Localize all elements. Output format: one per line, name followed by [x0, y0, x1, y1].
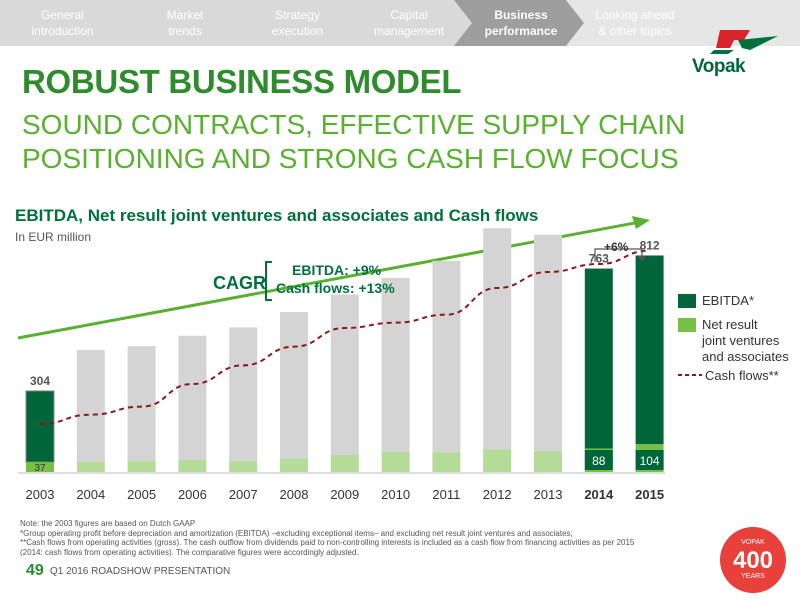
- cagr-ebitda: EBITDA: +9%: [292, 262, 382, 278]
- ebitda-bar-2013: [534, 234, 562, 452]
- footnotes: Note: the 2003 figures are based on Dutc…: [20, 519, 720, 557]
- legend-cash: Cash flows**: [705, 368, 779, 383]
- cagr-bracket: [262, 261, 272, 301]
- ebitda-bar-2003: [25, 390, 55, 463]
- ebitda-bar-2007: [229, 327, 258, 462]
- x-tick-label-2015: 2015: [635, 487, 664, 502]
- cagr-label: CAGR: [213, 273, 266, 293]
- jv-bar-2008: [280, 458, 308, 472]
- x-tick-label-2007: 2007: [229, 487, 258, 502]
- legend-jv: Net result joint ventures and associates: [702, 317, 789, 364]
- chart-title: EBITDA, Net result joint ventures and as…: [15, 206, 539, 225]
- jv-bar-2006: [178, 460, 207, 472]
- ebitda-bar-2015: [635, 255, 664, 445]
- ebitda-bar-2011: [432, 260, 461, 453]
- nav-item-market-trends[interactable]: Market trends: [166, 8, 204, 38]
- badge-bottom: YEARS: [741, 573, 765, 580]
- x-tick-label-2012: 2012: [483, 487, 512, 502]
- ebitda-bar-2004: [76, 349, 105, 462]
- jv-label-box-2014: [584, 450, 613, 470]
- jv-bar-2004: [76, 461, 105, 472]
- footnote: *Group operating profit before depreciat…: [20, 528, 573, 538]
- vopak-logo-icon: [710, 30, 778, 54]
- nav-item-strategy-execution[interactable]: Strategy execution: [271, 8, 324, 38]
- cagr-cash-flows: Cash flows: +13%: [276, 280, 395, 296]
- jv-bar-2010: [381, 452, 410, 472]
- jv-label-2015: 104: [640, 454, 660, 468]
- nav-item-business-performance[interactable]: Business performance: [484, 8, 558, 38]
- nav-item-general-introduction[interactable]: General introduction: [31, 8, 94, 38]
- jv-bar-2009: [330, 454, 359, 472]
- badge-top: VOPAK: [741, 539, 765, 546]
- chart-unit-label: In EUR million: [15, 230, 92, 244]
- x-tick-label-2006: 2006: [178, 487, 207, 502]
- footnote: Note: the 2003 figures are based on Dutc…: [20, 519, 196, 528]
- vopak-logo-text: Vopak: [692, 56, 746, 77]
- jv-bar-2007: [229, 461, 258, 472]
- ebitda-bar-2010: [381, 277, 410, 452]
- growth-label: +6%: [604, 240, 629, 254]
- ebitda-bar-2006: [178, 335, 207, 460]
- jv-label-2014: 88: [592, 454, 606, 468]
- legend-swatch-jv: [678, 318, 696, 332]
- page-number: 49: [26, 562, 44, 579]
- badge-number: 400: [733, 547, 773, 574]
- growth-bracket: [594, 248, 643, 262]
- footnote: (2014: cash flows from operating activit…: [20, 547, 359, 557]
- ebitda-bar-2008: [280, 312, 308, 459]
- bar-chart: 304 37 763 88 812 104 2003 2004 2005 2006 2007 200…: [17, 216, 665, 502]
- growth-arrow-icon: [638, 256, 646, 262]
- jv-bar-2013: [534, 451, 562, 472]
- x-tick-label-2008: 2008: [280, 487, 309, 502]
- page-title: ROBUST BUSINESS MODEL: [22, 63, 462, 100]
- jv-bar-2012: [483, 449, 512, 472]
- total-label-2003: 304: [30, 374, 50, 388]
- legend-swatch-cash: [678, 374, 702, 376]
- ebitda-bar-2009: [330, 294, 359, 455]
- x-tick-label-2011: 2011: [432, 487, 460, 502]
- vopak-400-badge-icon: VOPAK 400 YEARS: [720, 527, 786, 593]
- legend-ebitda: EBITDA*: [702, 293, 755, 308]
- x-tick-label-2009: 2009: [330, 487, 359, 502]
- ebitda-bar-2012: [483, 228, 512, 450]
- jv-label-2003: 37: [34, 463, 46, 474]
- nav-item-looking-ahead[interactable]: Looking ahead & other topics: [595, 8, 675, 38]
- x-tick-label-2014: 2014: [584, 487, 614, 502]
- page-subtitle: SOUND CONTRACTS, EFFECTIVE SUPPLY CHAIN …: [22, 109, 686, 174]
- cash-flow-line: [39, 249, 650, 425]
- legend-swatch-ebitda: [678, 294, 696, 308]
- section-navigation: General introduction Market trends Strat…: [0, 0, 800, 46]
- total-label-2015: 812: [640, 238, 660, 252]
- jv-label-box-2015: [635, 450, 664, 470]
- x-tick-label-2013: 2013: [534, 487, 563, 502]
- x-tick-label-2010: 2010: [381, 487, 410, 502]
- footer-text: Q1 2016 ROADSHOW PRESENTATION: [50, 566, 231, 577]
- jv-bar-2011: [432, 452, 461, 472]
- ebitda-bar-2014: [584, 268, 613, 449]
- x-tick-label-2004: 2004: [76, 487, 105, 502]
- footnote: **Cash flows from operating activities (…: [20, 538, 635, 548]
- jv-bar-2003: [26, 462, 54, 472]
- jv-bar-2005: [127, 461, 156, 472]
- nav-item-capital-management[interactable]: Capital management: [373, 8, 445, 38]
- total-label-2014: 763: [589, 252, 609, 266]
- x-tick-label-2005: 2005: [127, 487, 156, 502]
- ebitda-bar-2005: [127, 346, 156, 462]
- x-tick-label-2003: 2003: [26, 487, 55, 502]
